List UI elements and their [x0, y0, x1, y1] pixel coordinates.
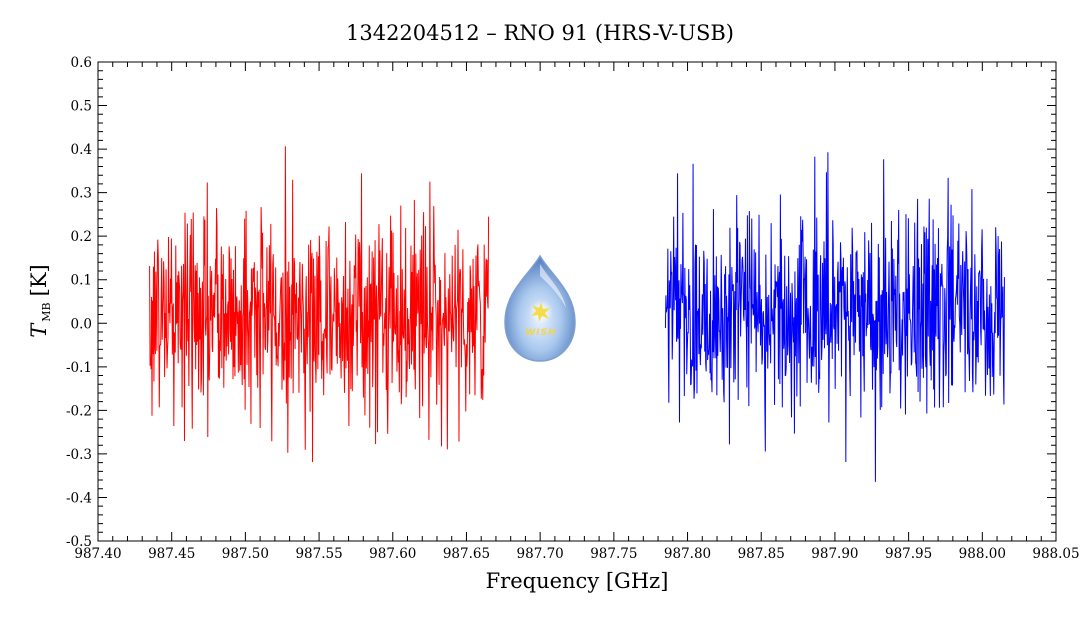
x-tick-label: 988.00 — [959, 546, 1006, 562]
tick-marks — [97, 61, 1057, 542]
y-tick-label: 0.6 — [71, 55, 92, 71]
logo-text: WISH — [525, 328, 556, 338]
x-tick-label: 987.90 — [811, 546, 858, 562]
x-tick-label: 987.45 — [148, 546, 195, 562]
y-tick-label: -0.5 — [66, 534, 92, 550]
x-tick-label: 987.75 — [590, 546, 637, 562]
axis-ticks — [97, 61, 1057, 542]
x-tick-label: 987.40 — [74, 546, 121, 562]
x-tick-label: 988.05 — [1032, 546, 1079, 562]
y-axis-label: TMB [K] — [27, 264, 53, 337]
y-axis-label-unit: [K] — [27, 264, 51, 296]
x-tick-label: 987.80 — [664, 546, 711, 562]
x-tick-label: 987.55 — [295, 546, 342, 562]
x-tick-label: 987.60 — [369, 546, 416, 562]
y-axis-label-subscript: MB — [40, 302, 53, 321]
y-tick-label: 0.2 — [71, 229, 92, 245]
y-axis-label-symbol: T — [27, 322, 51, 338]
wish-logo: WISH — [504, 254, 576, 362]
y-tick-label: 0.3 — [71, 186, 92, 202]
y-tick-label: -0.3 — [66, 447, 92, 463]
spectrum-series-1 — [149, 146, 490, 463]
x-axis-label: Frequency [GHz] — [486, 569, 669, 593]
y-axis-tick-labels: -0.5 -0.4 -0.3 -0.2 -0.1 0.0 0.1 0.2 0.3 0.4 0.5 0.… — [66, 55, 92, 550]
spectrum-series-2 — [664, 152, 1005, 482]
x-tick-label: 987.50 — [222, 546, 269, 562]
x-tick-label: 987.95 — [885, 546, 932, 562]
y-tick-label: 0.0 — [71, 316, 92, 332]
drop-highlight — [540, 264, 566, 308]
x-tick-label: 987.70 — [517, 546, 564, 562]
y-tick-label: -0.4 — [66, 490, 92, 506]
plot-area — [149, 146, 1005, 482]
y-tick-label: 0.5 — [71, 99, 92, 115]
y-tick-label: 0.4 — [71, 142, 92, 158]
x-tick-label: 987.85 — [738, 546, 785, 562]
plot-frame — [97, 61, 1057, 542]
y-tick-label: -0.2 — [66, 403, 92, 419]
star-icon — [531, 302, 550, 322]
x-tick-label: 987.65 — [443, 546, 490, 562]
x-axis-tick-labels: 987.40 987.45 987.50 987.55 987.60 987.65 987.… — [74, 546, 1079, 562]
chart-title: 1342204512 – RNO 91 (HRS-V-USB) — [346, 21, 734, 45]
y-tick-label: -0.1 — [66, 360, 92, 376]
y-tick-label: 0.1 — [71, 273, 92, 289]
